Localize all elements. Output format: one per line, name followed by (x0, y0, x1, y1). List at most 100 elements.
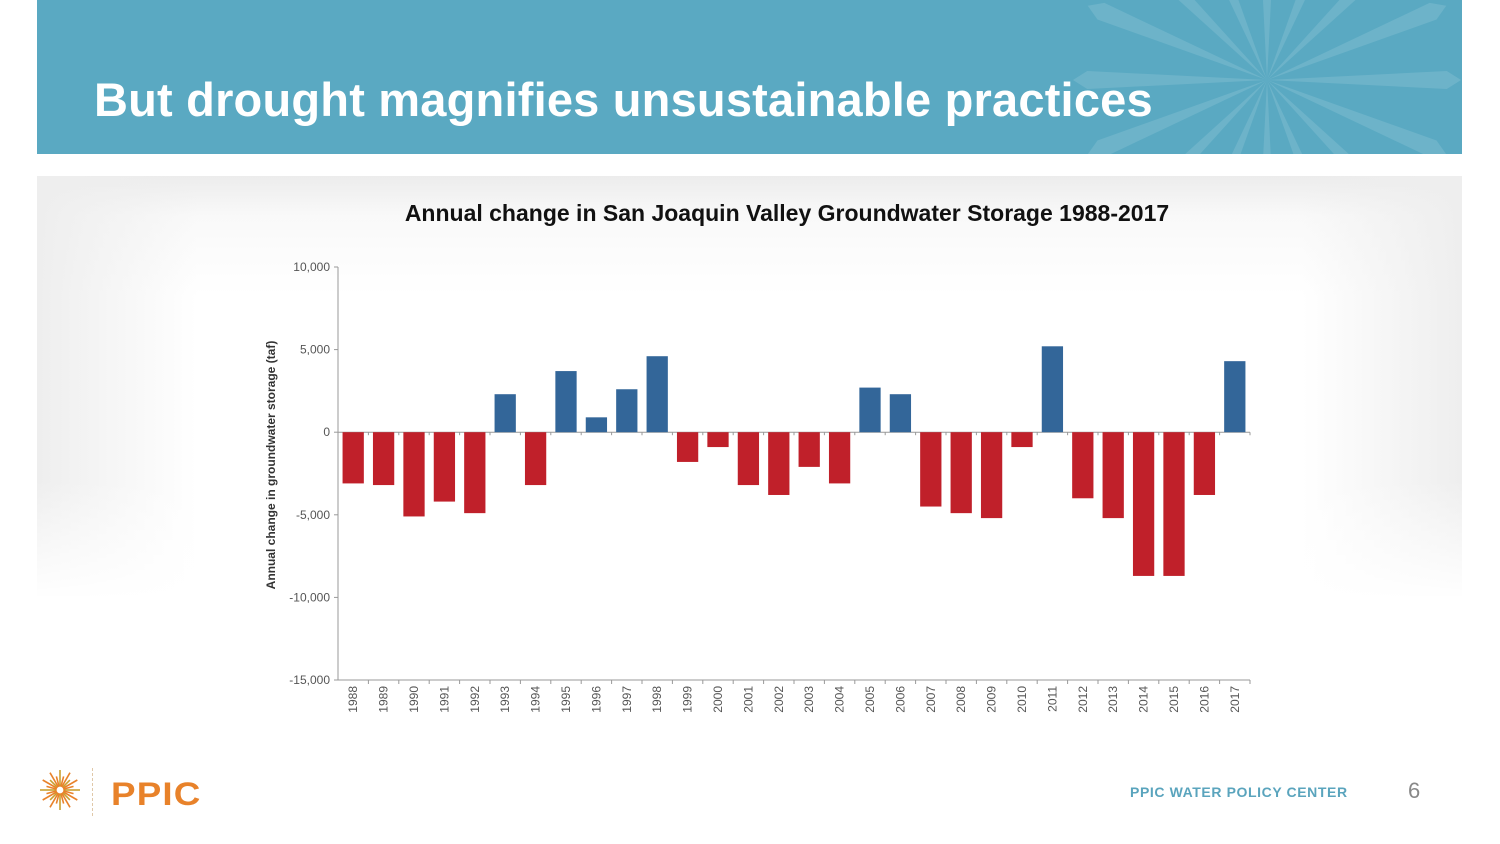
bar-1994 (524, 432, 547, 486)
x-tick-label: 2006 (893, 686, 907, 713)
x-tick-label: 2016 (1197, 686, 1211, 713)
x-tick-label: 1998 (650, 686, 664, 713)
bar-1998 (646, 356, 668, 433)
bar-2004 (828, 432, 851, 484)
x-tick-label: 1990 (407, 686, 421, 713)
bar-2006 (889, 394, 912, 433)
x-tick-label: 1996 (589, 686, 603, 713)
bar-2002 (768, 432, 790, 495)
sun-ray (42, 791, 57, 801)
burst-ray (1263, 80, 1271, 154)
x-tick-label: 1997 (620, 686, 634, 713)
bar-1993 (494, 394, 516, 433)
x-tick-label: 1988 (346, 686, 360, 713)
x-tick-label: 2013 (1106, 686, 1120, 713)
burst-ray (1262, 0, 1272, 80)
bar-2003 (798, 432, 820, 467)
x-tick-label: 2015 (1167, 686, 1181, 713)
sun-ray (49, 792, 58, 801)
y-axis: 10,000 5,000 0 -5,000 -10,000 -15,000 (289, 260, 339, 687)
y-tick-label: -5,000 (296, 508, 330, 522)
page-number: 6 (1408, 778, 1421, 803)
bar-2012 (1072, 432, 1094, 499)
bar-2009 (980, 432, 1003, 519)
burst-ray (1267, 80, 1303, 154)
bar-2000 (707, 432, 729, 448)
bar-2017 (1224, 361, 1246, 433)
bar-2011 (1041, 346, 1064, 433)
sun-ray (62, 792, 71, 801)
sun-ray (55, 793, 60, 804)
bar-2016 (1193, 432, 1216, 495)
y-axis-label: Annual change in groundwater storage (ta… (264, 341, 278, 590)
sun-ray (55, 776, 60, 787)
bar-2010 (1011, 432, 1033, 448)
sun-ray (61, 772, 71, 787)
bar-1996 (585, 417, 608, 433)
bars (342, 346, 1246, 576)
x-tick-label: 1989 (377, 686, 391, 713)
sun-ray (49, 772, 59, 787)
x-tick-label: 2001 (741, 686, 755, 713)
title-banner: But drought magnifies unsustainable prac… (37, 0, 1462, 154)
x-tick-label: 2000 (711, 686, 725, 713)
burst-ray (1087, 80, 1267, 154)
bar-2013 (1102, 432, 1124, 519)
x-tick-label: 1992 (468, 686, 482, 713)
sun-core (55, 785, 65, 795)
sun-ray (63, 790, 74, 795)
ppic-sun-logo-icon (38, 768, 82, 817)
y-tick-label: 10,000 (293, 260, 330, 274)
x-tick-label: 1999 (681, 686, 695, 713)
footer-center-name: PPIC WATER POLICY CENTER (1130, 784, 1348, 800)
chart-title: Annual change in San Joaquin Valley Grou… (404, 200, 1170, 226)
bar-1989 (372, 432, 395, 486)
burst-ray (1267, 0, 1305, 80)
x-tick-label: 2010 (1015, 686, 1029, 713)
ppic-logo-text: PPIC (111, 776, 202, 812)
burst-ray (1231, 80, 1267, 154)
bar-2008 (950, 432, 972, 514)
bar-2007 (920, 432, 942, 507)
x-tick-label: 2017 (1228, 686, 1242, 713)
burst-ray (1267, 2, 1447, 80)
x-tick-label: 2011 (1045, 686, 1059, 712)
x-tick-label: 2009 (985, 686, 999, 713)
sun-ray (60, 793, 65, 804)
y-tick-label: 0 (323, 425, 330, 439)
bar-2014 (1132, 432, 1155, 576)
slide-title: But drought magnifies unsustainable prac… (94, 73, 1153, 126)
sun-ray (46, 785, 57, 790)
sun-ray (61, 793, 71, 808)
y-tick-label: 5,000 (300, 343, 330, 357)
burst-ray (1267, 80, 1447, 154)
x-axis: 1988 1989 1990 1991 1992 1993 1994 1995 1996 1997… (338, 431, 1251, 713)
x-tick-label: 1991 (437, 686, 451, 713)
x-tick-label: 2008 (954, 686, 968, 713)
sun-ray (49, 793, 59, 808)
sun-ray (42, 779, 57, 789)
x-tick-label: 1994 (529, 686, 543, 713)
bar-1997 (616, 389, 638, 433)
y-tick-label: -15,000 (289, 673, 330, 687)
x-tick-label: 2003 (802, 686, 816, 713)
bar-1991 (433, 432, 456, 502)
x-tick-label: 1995 (559, 686, 573, 713)
bar-1995 (555, 371, 577, 433)
y-tick-label: -10,000 (289, 590, 330, 604)
x-tick-label: 2012 (1076, 686, 1090, 713)
sun-ray (63, 779, 78, 789)
starburst-decoration-icon (1073, 0, 1461, 154)
x-tick-label: 2002 (772, 686, 786, 713)
x-tick-label: 2007 (924, 686, 938, 713)
x-tick-label: 2014 (1137, 686, 1151, 713)
sun-ray (63, 791, 78, 801)
bar-2005 (859, 387, 881, 433)
bar-1999 (676, 432, 699, 462)
sun-ray (63, 785, 74, 790)
bar-2001 (737, 432, 760, 486)
x-tick-label: 2004 (833, 686, 847, 713)
sun-ray (60, 776, 65, 787)
sun-ray (62, 779, 71, 788)
